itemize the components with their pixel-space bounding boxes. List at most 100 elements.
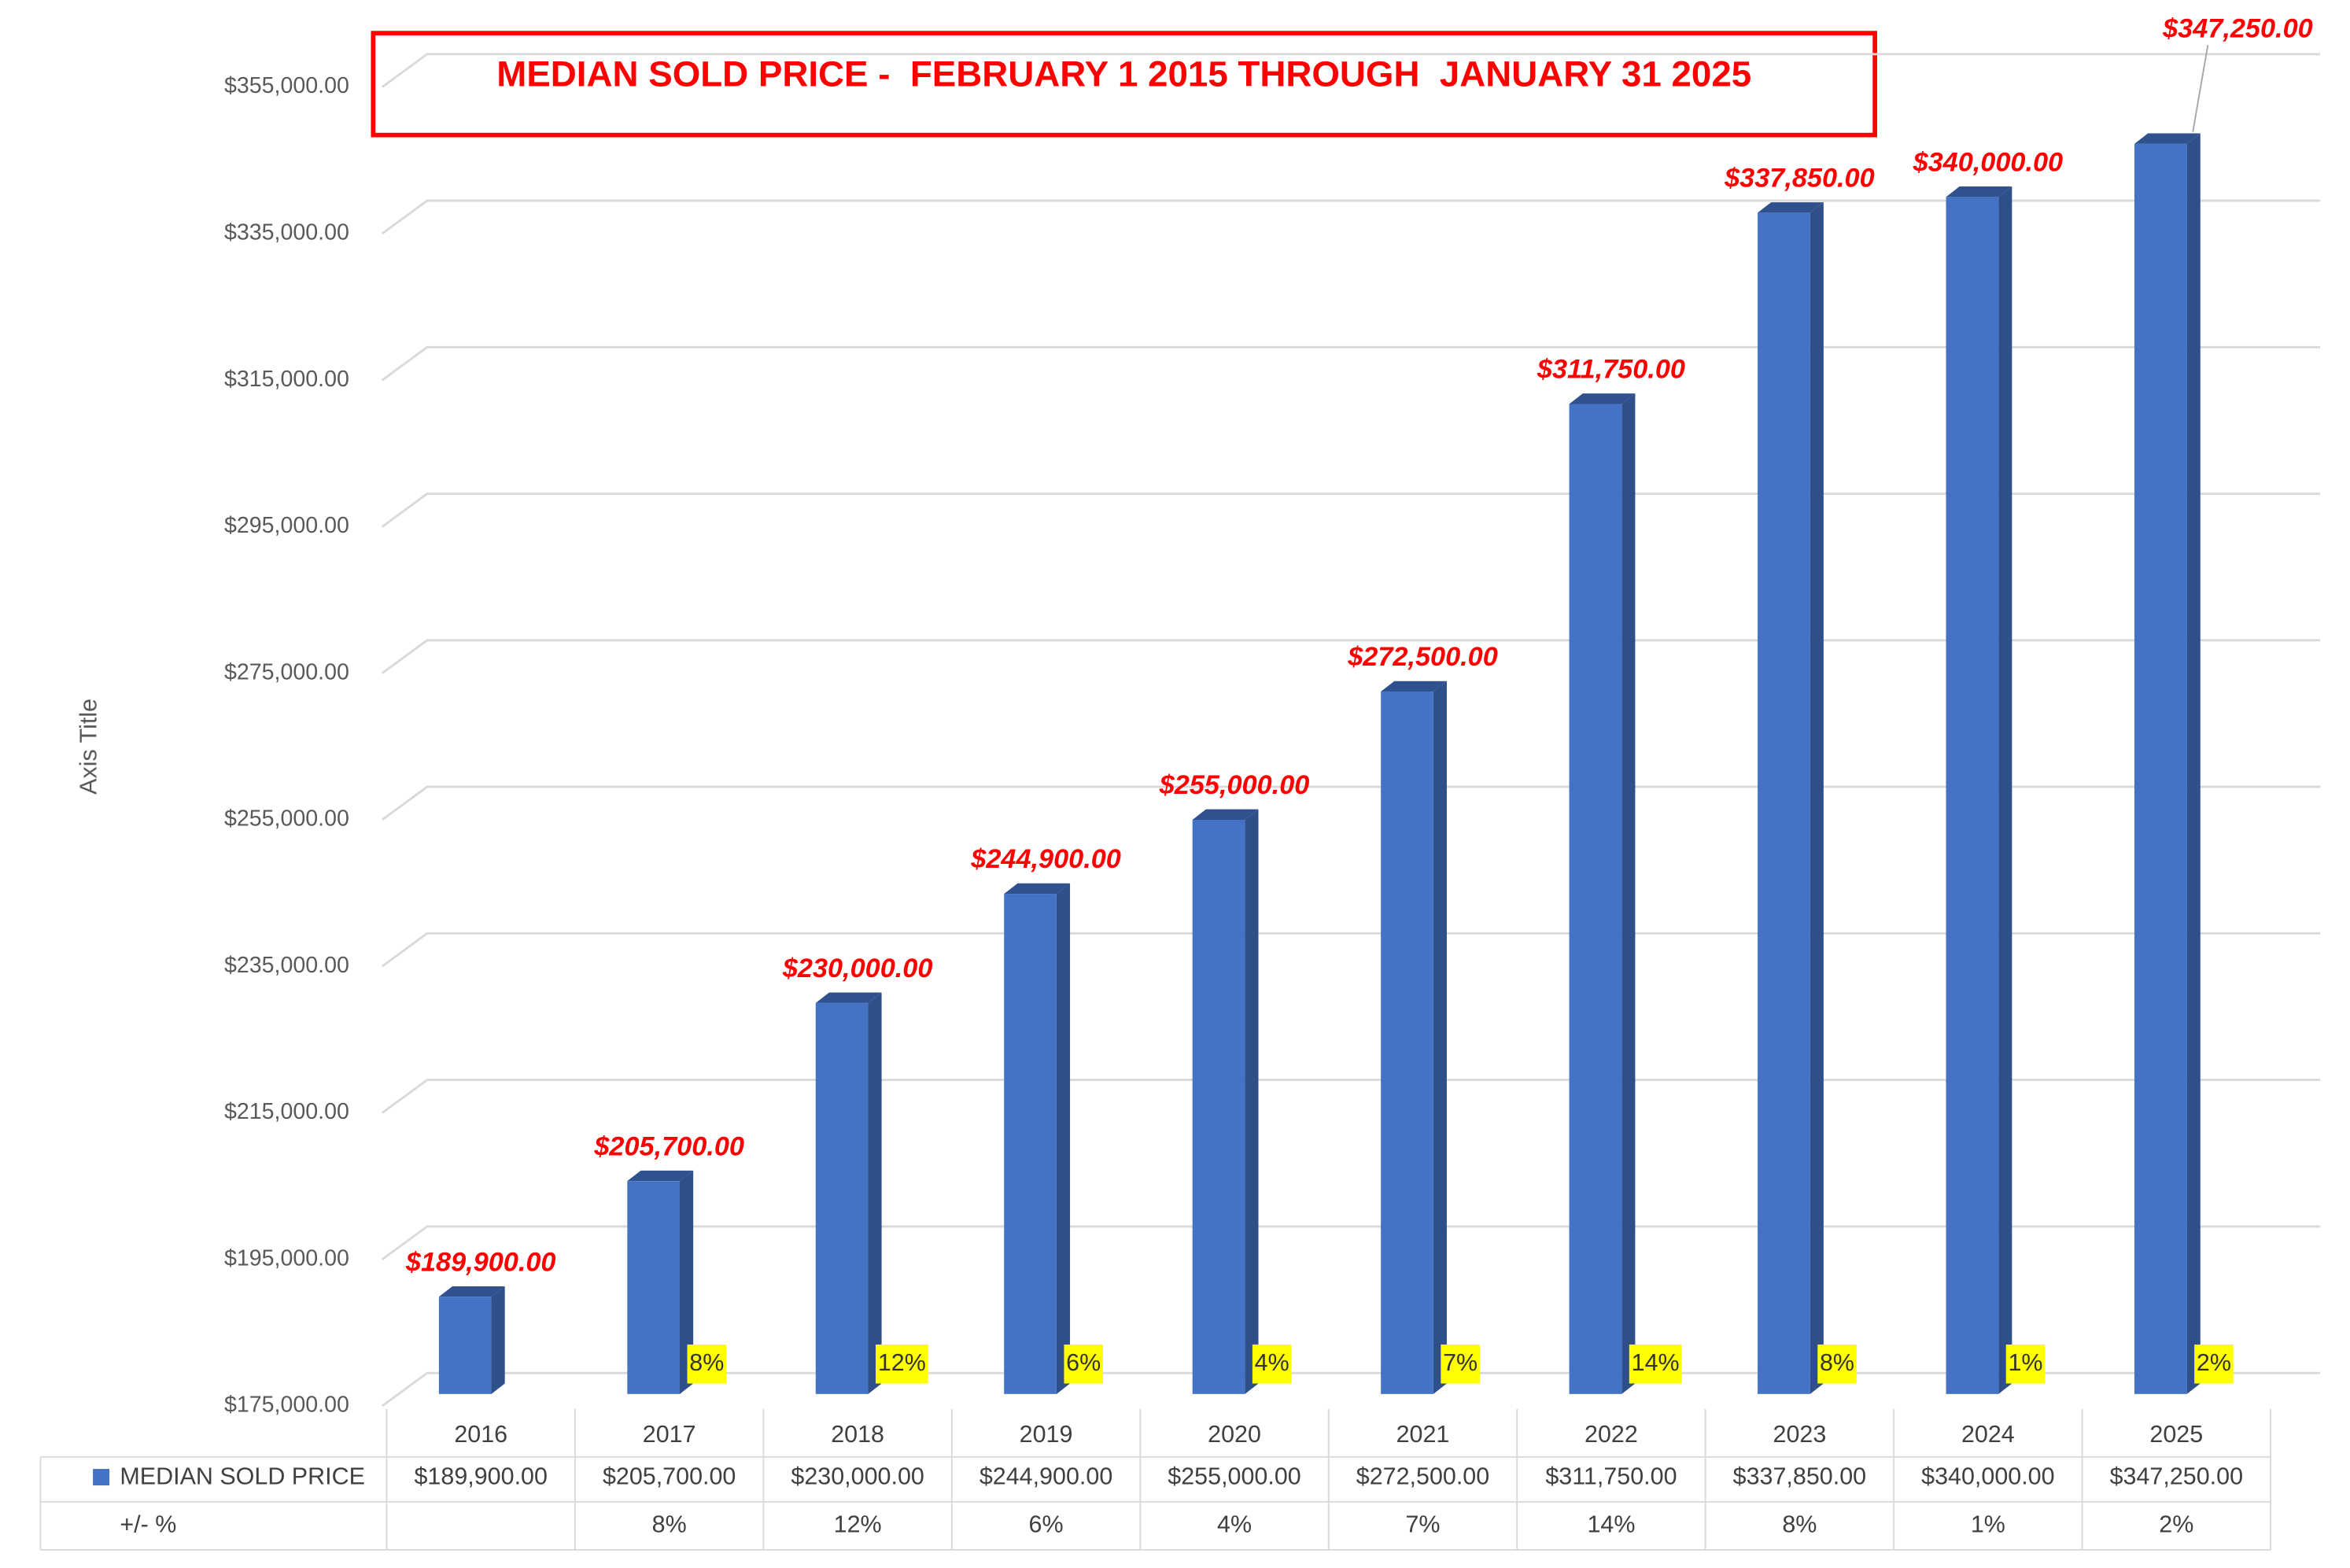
y-tick-label: $295,000.00	[224, 513, 349, 538]
y-tick-label: $315,000.00	[224, 367, 349, 392]
y-tick-label: $335,000.00	[224, 220, 349, 245]
table-change: 1%	[1971, 1511, 2005, 1538]
bar-top	[1569, 393, 1636, 404]
change-badge	[687, 1344, 727, 1384]
bar	[1946, 197, 1999, 1394]
value-label: $272,500.00	[1347, 642, 1498, 672]
table-value: $189,900.00	[414, 1463, 547, 1490]
bar-side	[868, 992, 882, 1394]
value-label: $347,250.00	[2162, 13, 2313, 43]
table-change: 6%	[1029, 1511, 1064, 1538]
grid-line	[381, 493, 2320, 528]
bar-side	[1621, 393, 1636, 1394]
grid-line	[381, 1079, 2320, 1114]
table-value: $244,900.00	[979, 1463, 1112, 1490]
bar-top	[1192, 809, 1259, 821]
bar-side	[1810, 202, 1824, 1394]
value-label: $205,700.00	[593, 1131, 744, 1161]
bar	[815, 1002, 869, 1394]
grid-line	[381, 785, 2320, 821]
legend-label: MEDIAN SOLD PRICE	[120, 1463, 365, 1490]
y-tick-label: $355,000.00	[224, 73, 349, 98]
table-value: $255,000.00	[1168, 1463, 1300, 1490]
value-label: $244,900.00	[970, 844, 1121, 874]
value-label: $311,750.00	[1537, 355, 1685, 385]
grid-line	[381, 199, 2320, 235]
row-label: +/- %	[120, 1511, 176, 1538]
bar	[627, 1181, 681, 1394]
change-badge	[1441, 1344, 1480, 1384]
bar	[1192, 820, 1245, 1394]
y-tick-label: $175,000.00	[224, 1393, 349, 1418]
table-value: $205,700.00	[603, 1463, 736, 1490]
change-label: 1%	[2008, 1349, 2042, 1376]
table-value: $340,000.00	[1921, 1463, 2054, 1490]
bar-top	[627, 1170, 694, 1182]
bar-side	[1433, 681, 1447, 1394]
bar	[1004, 894, 1057, 1394]
table-change: 14%	[1587, 1511, 1635, 1538]
table-value: $337,850.00	[1733, 1463, 1866, 1490]
x-tick-label: 2017	[643, 1421, 696, 1448]
change-badge	[1064, 1344, 1103, 1384]
grid-line	[381, 932, 2320, 968]
change-badge	[1817, 1344, 1857, 1384]
bar-top	[815, 992, 882, 1003]
change-label: 8%	[1820, 1349, 1854, 1376]
bar-side	[680, 1170, 694, 1394]
x-tick-label: 2016	[454, 1421, 507, 1448]
y-tick-label: $235,000.00	[224, 953, 349, 978]
legend-swatch	[93, 1469, 110, 1486]
chart-title: MEDIAN SOLD PRICE - FEBRUARY 1 2015 THRO…	[496, 53, 1751, 94]
table-change: 2%	[2159, 1511, 2193, 1538]
title-box	[371, 31, 1877, 138]
change-label: 7%	[1443, 1349, 1478, 1376]
bar-side	[1998, 186, 2012, 1394]
y-tick-label: $255,000.00	[224, 806, 349, 832]
value-label: $255,000.00	[1159, 770, 1310, 800]
bar-top	[2134, 133, 2201, 144]
bar-side	[2186, 133, 2201, 1394]
table-change: 8%	[1782, 1511, 1817, 1538]
table-change: 12%	[834, 1511, 882, 1538]
y-tick-label: $215,000.00	[224, 1099, 349, 1124]
change-badge	[2194, 1344, 2234, 1384]
bar	[1569, 404, 1622, 1394]
table-value: $272,500.00	[1356, 1463, 1489, 1490]
bar	[1381, 692, 1433, 1394]
change-label: 8%	[689, 1349, 724, 1376]
grid-line	[381, 345, 2320, 382]
y-axis-title: Axis Title	[75, 699, 101, 795]
y-tick-label: $275,000.00	[224, 659, 349, 684]
bar-side	[491, 1286, 505, 1394]
change-label: 14%	[1632, 1349, 1680, 1376]
x-tick-label: 2023	[1773, 1421, 1827, 1448]
leader-line	[2192, 45, 2209, 132]
value-label: $189,900.00	[405, 1247, 556, 1277]
grid-line	[381, 1225, 2320, 1260]
bar	[1758, 212, 1810, 1394]
change-badge	[875, 1344, 928, 1384]
table-value: $311,750.00	[1545, 1463, 1677, 1490]
change-label: 2%	[2197, 1349, 2231, 1376]
x-tick-label: 2019	[1020, 1421, 1073, 1448]
x-tick-label: 2018	[831, 1421, 884, 1448]
value-label: $230,000.00	[782, 954, 933, 983]
value-label: $337,850.00	[1724, 164, 1875, 194]
table-change: 7%	[1405, 1511, 1440, 1538]
change-badge	[1252, 1344, 1292, 1384]
change-label: 12%	[878, 1349, 926, 1376]
x-tick-label: 2022	[1584, 1421, 1638, 1448]
x-tick-label: 2021	[1396, 1421, 1450, 1448]
bar-top	[1758, 202, 1824, 213]
grid-line	[381, 1371, 2320, 1408]
grid-line	[381, 53, 2320, 88]
x-tick-label: 2025	[2149, 1421, 2203, 1448]
value-label: $340,000.00	[1913, 148, 2064, 178]
change-label: 6%	[1066, 1349, 1101, 1376]
bar	[438, 1297, 492, 1394]
bar-side	[1245, 809, 1259, 1394]
table-change: 4%	[1217, 1511, 1252, 1538]
